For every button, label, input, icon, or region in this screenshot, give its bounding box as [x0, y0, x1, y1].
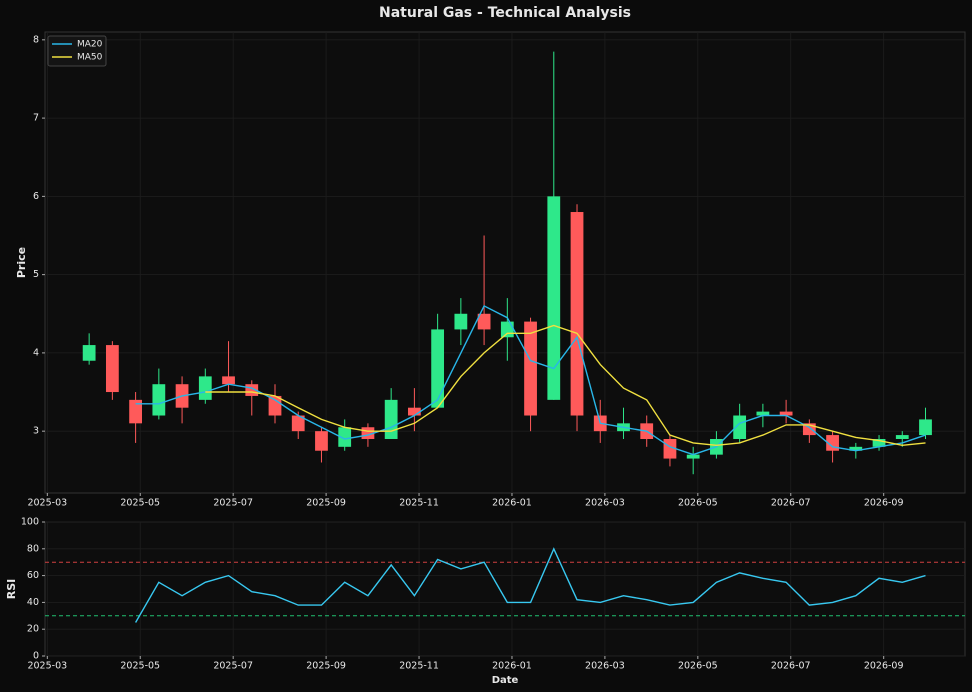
candle-body — [361, 427, 375, 439]
y-tick-label: 5 — [33, 269, 39, 280]
y-tick-label: 100 — [21, 517, 39, 528]
plot-area — [44, 521, 966, 657]
candle-body — [291, 415, 305, 432]
candle-body — [384, 399, 398, 439]
candle-body — [895, 435, 909, 439]
candle-body — [756, 411, 770, 416]
y-tick-label: 7 — [33, 113, 39, 124]
x-tick-label: 2026-03 — [585, 498, 625, 509]
x-tick-label: 2025-05 — [120, 498, 160, 509]
x-axis-label: Date — [492, 675, 519, 686]
x-tick-label: 2025-03 — [27, 498, 67, 509]
x-tick-label: 2026-07 — [771, 498, 811, 509]
y-axis-label: Price — [15, 247, 28, 278]
plot-area — [44, 31, 966, 494]
candle-body — [919, 419, 932, 436]
candle-body — [198, 376, 212, 400]
ma-line — [205, 324, 926, 447]
candle-body — [245, 384, 259, 396]
candle-body — [454, 313, 468, 330]
x-tick-label: 2026-01 — [492, 661, 532, 672]
x-tick-label: 2025-09 — [306, 661, 346, 672]
candle-body — [872, 438, 886, 447]
y-tick-label: 4 — [33, 347, 39, 358]
candle-body — [222, 376, 235, 385]
y-tick-label: 80 — [27, 543, 39, 554]
candle-body — [524, 321, 537, 416]
x-tick-label: 2026-09 — [864, 498, 904, 509]
candle-body — [315, 431, 328, 451]
candle-body — [431, 329, 445, 408]
candle-body — [105, 345, 119, 393]
x-tick-label: 2025-11 — [399, 498, 439, 509]
candle-body — [82, 345, 96, 361]
x-tick-label: 2025-07 — [213, 661, 253, 672]
candle-body — [547, 196, 561, 400]
candle-body — [570, 212, 584, 416]
x-tick-label: 2026-07 — [771, 661, 811, 672]
y-tick-label: 0 — [33, 651, 39, 662]
ma-line — [135, 304, 926, 456]
candle-body — [477, 313, 491, 330]
x-tick-label: 2025-05 — [120, 661, 160, 672]
chart-title: Natural Gas - Technical Analysis — [379, 5, 631, 21]
x-tick-label: 2026-05 — [678, 661, 718, 672]
y-tick-label: 20 — [27, 624, 39, 635]
legend-label: MA50 — [77, 53, 103, 63]
rsi-line — [134, 547, 926, 623]
x-tick-label: 2025-09 — [306, 498, 346, 509]
candle-body — [733, 415, 747, 439]
candle-body — [268, 395, 282, 416]
candle-body — [129, 399, 142, 424]
legend: MA20 MA50 — [47, 35, 107, 67]
x-tick-label: 2026-05 — [678, 498, 718, 509]
x-tick-label: 2025-07 — [213, 498, 253, 509]
x-tick-label: 2026-03 — [585, 661, 625, 672]
candle-body — [338, 427, 352, 447]
y-axis-label: RSI — [5, 579, 18, 600]
candle-body — [686, 454, 700, 459]
candle-body — [152, 384, 166, 416]
candle-body — [408, 407, 421, 416]
y-tick-label: 60 — [27, 570, 39, 581]
candle-body — [779, 411, 793, 416]
y-tick-label: 6 — [33, 191, 39, 202]
candle-body — [849, 446, 863, 451]
x-tick-label: 2026-09 — [864, 661, 904, 672]
candle-body — [802, 423, 816, 436]
x-tick-label: 2025-11 — [399, 661, 439, 672]
y-tick-label: 40 — [27, 597, 39, 608]
y-tick-label: 8 — [33, 34, 39, 45]
candle-body — [500, 321, 514, 338]
x-tick-label: 2025-03 — [27, 661, 67, 672]
y-tick-label: 3 — [33, 426, 39, 437]
x-tick-label: 2026-01 — [492, 498, 532, 509]
legend-label: MA20 — [77, 40, 103, 50]
